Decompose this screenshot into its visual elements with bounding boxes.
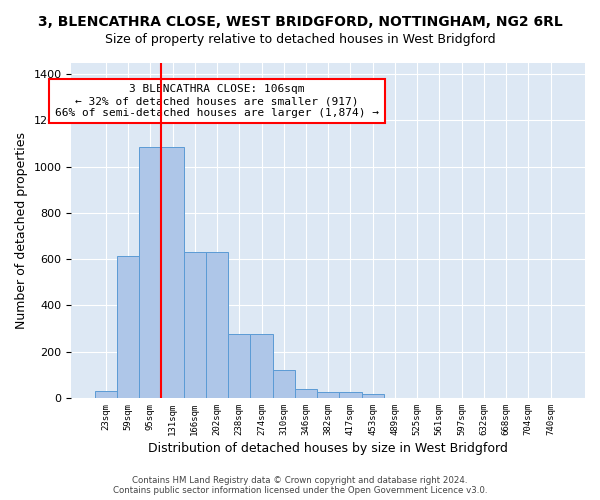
Y-axis label: Number of detached properties: Number of detached properties: [15, 132, 28, 328]
Bar: [317, 392, 340, 398]
Text: 3 BLENCATHRA CLOSE: 106sqm
← 32% of detached houses are smaller (917)
66% of sem: 3 BLENCATHRA CLOSE: 106sqm ← 32% of deta…: [55, 84, 379, 117]
Text: 3, BLENCATHRA CLOSE, WEST BRIDGFORD, NOTTINGHAM, NG2 6RL: 3, BLENCATHRA CLOSE, WEST BRIDGFORD, NOT…: [38, 15, 562, 29]
Bar: [184, 252, 206, 398]
Bar: [272, 370, 295, 398]
Bar: [161, 147, 184, 398]
Bar: [250, 334, 272, 398]
Bar: [295, 388, 317, 398]
Bar: [340, 392, 362, 398]
Text: Size of property relative to detached houses in West Bridgford: Size of property relative to detached ho…: [104, 32, 496, 46]
X-axis label: Distribution of detached houses by size in West Bridgford: Distribution of detached houses by size …: [148, 442, 508, 455]
Bar: [228, 334, 250, 398]
Bar: [139, 147, 161, 398]
Bar: [117, 256, 139, 398]
Bar: [362, 394, 384, 398]
Text: Contains HM Land Registry data © Crown copyright and database right 2024.
Contai: Contains HM Land Registry data © Crown c…: [113, 476, 487, 495]
Bar: [95, 391, 117, 398]
Bar: [206, 252, 228, 398]
